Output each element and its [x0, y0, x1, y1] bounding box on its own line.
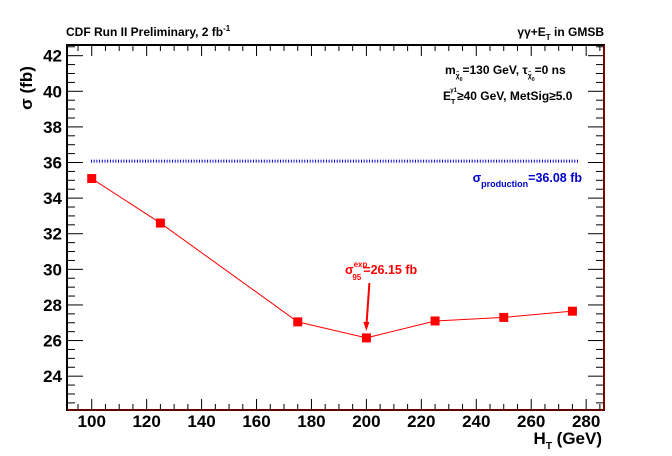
y-tick-label: 26: [43, 332, 62, 351]
x-axis-label: HT (GeV): [534, 429, 602, 452]
data-point: [361, 333, 371, 343]
data-point: [87, 174, 97, 184]
data-point: [293, 317, 303, 327]
limit-annotation: σexp 95=26.15 fb: [345, 260, 417, 282]
x-tick-label: 160: [242, 412, 270, 431]
y-tick-label: 36: [43, 154, 62, 173]
y-tick-label: 24: [43, 367, 62, 386]
annotation-arrow-shaft: [365, 282, 371, 327]
x-tick-label: 100: [78, 412, 106, 431]
data-point: [155, 218, 165, 228]
data-point: [499, 312, 509, 322]
y-tick-label: 30: [43, 260, 62, 279]
y-tick-label: 34: [43, 189, 62, 208]
y-tick-label: 32: [43, 225, 62, 244]
x-tick-label: 240: [462, 412, 490, 431]
annotation-arrow-head: [363, 322, 370, 331]
x-tick-label: 200: [352, 412, 380, 431]
legend-mass-line: mχ̃0=130 GeV, τχ̃0=0 ns: [445, 63, 566, 83]
chart-title-left: CDF Run II Preliminary, 2 fb-1: [66, 24, 231, 39]
x-tick-label: 140: [187, 412, 215, 431]
x-tick-label: 260: [517, 412, 545, 431]
legend-cut-line: ETγ1≥40 GeV, MetSig≥5.0: [443, 88, 573, 106]
x-tick-label: 280: [572, 412, 600, 431]
production-label: σproduction=36.08 fb: [473, 171, 583, 189]
y-tick-label: 40: [43, 82, 62, 101]
data-point: [567, 306, 577, 316]
x-tick-label: 120: [132, 412, 160, 431]
data-point: [430, 316, 440, 326]
y-tick-label: 42: [43, 47, 62, 66]
y-tick-label: 28: [43, 296, 62, 315]
y-tick-label: 38: [43, 118, 62, 137]
chart-title-right: γγ+ET in GMSB: [517, 25, 604, 42]
x-tick-label: 180: [297, 412, 325, 431]
y-axis-label: σ (fb): [17, 66, 36, 110]
x-tick-label: 220: [407, 412, 435, 431]
